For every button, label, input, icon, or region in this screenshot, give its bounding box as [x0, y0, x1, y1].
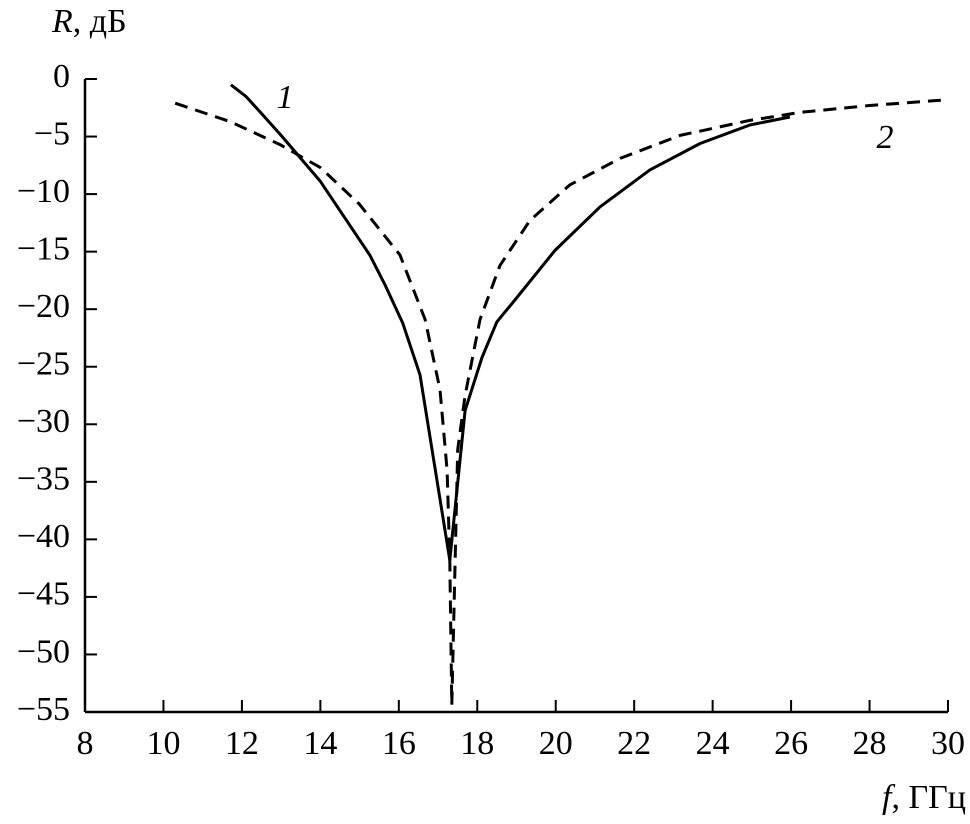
- y-tick-label: −25: [17, 346, 70, 383]
- x-tick-label: 10: [146, 725, 180, 762]
- x-axis-label: f, ГГц: [882, 779, 966, 816]
- x-tick-label: 12: [225, 725, 259, 762]
- x-tick-label: 14: [303, 725, 337, 762]
- x-tick-label: 24: [696, 725, 730, 762]
- y-tick-label: 0: [53, 58, 70, 95]
- series-label: 1: [277, 79, 294, 116]
- y-tick-label: −5: [34, 115, 70, 152]
- x-tick-label: 26: [774, 725, 808, 762]
- x-tick-label: 28: [853, 725, 887, 762]
- y-tick-label: −20: [17, 288, 70, 325]
- series-label: 2: [877, 119, 894, 156]
- series-line: [174, 98, 949, 707]
- x-tick-label: 16: [382, 725, 416, 762]
- y-axis-label: R, дБ: [51, 3, 127, 40]
- y-tick-label: −55: [17, 691, 70, 728]
- y-axis-unit: , дБ: [73, 3, 127, 40]
- x-tick-label: 8: [77, 725, 94, 762]
- y-axis-symbol: R: [51, 3, 73, 40]
- y-tick-label: −40: [17, 518, 70, 555]
- x-tick-label: 20: [539, 725, 573, 762]
- x-tick-label: 18: [460, 725, 494, 762]
- y-tick-label: −10: [17, 173, 70, 210]
- series-line: [229, 83, 791, 562]
- x-axis-unit: , ГГц: [891, 779, 966, 816]
- y-tick-label: −30: [17, 403, 70, 440]
- y-tick-label: −35: [17, 461, 70, 498]
- y-tick-label: −50: [17, 633, 70, 670]
- y-tick-label: −45: [17, 576, 70, 613]
- y-tick-label: −15: [17, 230, 70, 267]
- x-tick-label: 22: [617, 725, 651, 762]
- x-tick-label: 30: [931, 725, 965, 762]
